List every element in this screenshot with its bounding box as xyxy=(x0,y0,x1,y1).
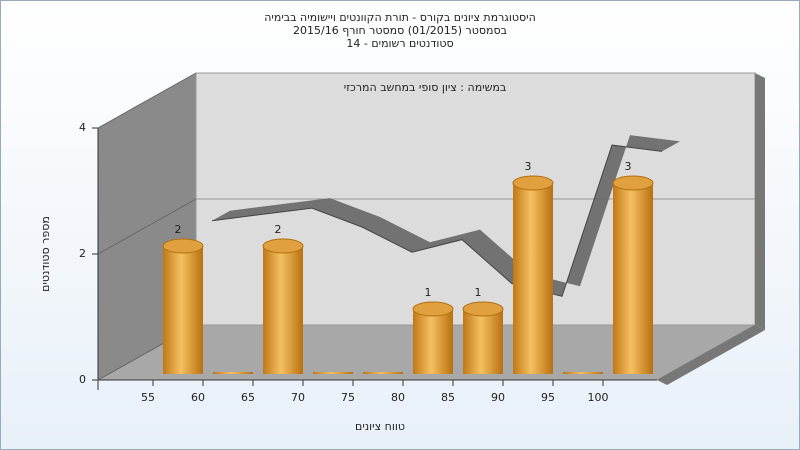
bar xyxy=(263,246,303,374)
value-label: 1 xyxy=(425,286,432,299)
y-tick-label: 4 xyxy=(79,121,86,134)
x-tick-label: 95 xyxy=(541,391,555,404)
series-label: במשימה : ציון סופי במחשב המרכזי xyxy=(344,81,507,94)
y-tick-label: 0 xyxy=(79,373,86,386)
bar xyxy=(363,372,403,374)
x-tick-label: 100 xyxy=(588,391,609,404)
value-label: 1 xyxy=(475,286,482,299)
chart-title: היסטוגרמת ציונים בקורס - תורת הקוונטים ו… xyxy=(264,11,536,24)
bar xyxy=(213,372,253,374)
bar-top xyxy=(512,175,554,191)
bar-top xyxy=(262,238,304,254)
bar xyxy=(313,372,353,374)
x-axis-title: טווח ציונים xyxy=(355,420,405,433)
floor-edge xyxy=(657,325,765,385)
bar xyxy=(513,183,553,374)
line xyxy=(211,144,663,297)
value-label: 2 xyxy=(175,223,182,236)
value-label: 3 xyxy=(625,160,632,173)
bar-top xyxy=(612,175,654,191)
bar xyxy=(163,246,203,374)
x-tick-label: 55 xyxy=(141,391,155,404)
wall-edge xyxy=(755,73,765,330)
bar-top xyxy=(462,301,504,317)
x-tick-label: 85 xyxy=(441,391,455,404)
x-tick-label: 65 xyxy=(241,391,255,404)
x-tick-label: 75 xyxy=(341,391,355,404)
bar-top xyxy=(412,301,454,317)
bar xyxy=(613,183,653,374)
y-tick-label: 2 xyxy=(79,247,86,260)
grid-line xyxy=(97,72,197,129)
x-tick-label: 80 xyxy=(391,391,405,404)
bar-top xyxy=(162,238,204,254)
x-tick-label: 60 xyxy=(191,391,205,404)
x-tick-label: 90 xyxy=(491,391,505,404)
bar xyxy=(463,309,503,374)
chart-subtitle: סטודנטים רשומים - 14 xyxy=(346,37,453,50)
grid-line xyxy=(97,198,197,255)
value-label: 2 xyxy=(275,223,282,236)
value-label: 3 xyxy=(525,160,532,173)
x-tick-label: 70 xyxy=(291,391,305,404)
y-axis-title: מספר סטודנטים xyxy=(39,216,52,292)
bar xyxy=(563,372,603,374)
bar xyxy=(413,309,453,374)
chart-subtitle: בסמסטר (01/2015) סמסטר חורף 2015/16 xyxy=(293,24,507,37)
